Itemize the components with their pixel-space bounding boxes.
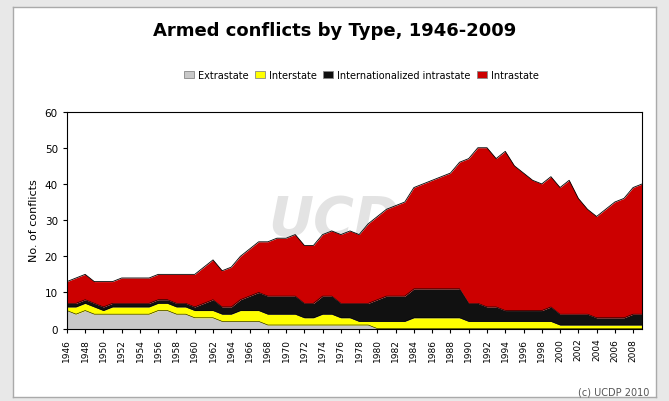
Legend: Extrastate, Interstate, Internationalized intrastate, Intrastate: Extrastate, Interstate, Internationalize… <box>180 67 543 85</box>
Text: Armed conflicts by Type, 1946-2009: Armed conflicts by Type, 1946-2009 <box>153 22 516 40</box>
Text: UCDP: UCDP <box>268 194 441 247</box>
Text: (c) UCDP 2010: (c) UCDP 2010 <box>577 387 649 397</box>
Y-axis label: No. of conflicts: No. of conflicts <box>29 179 39 262</box>
